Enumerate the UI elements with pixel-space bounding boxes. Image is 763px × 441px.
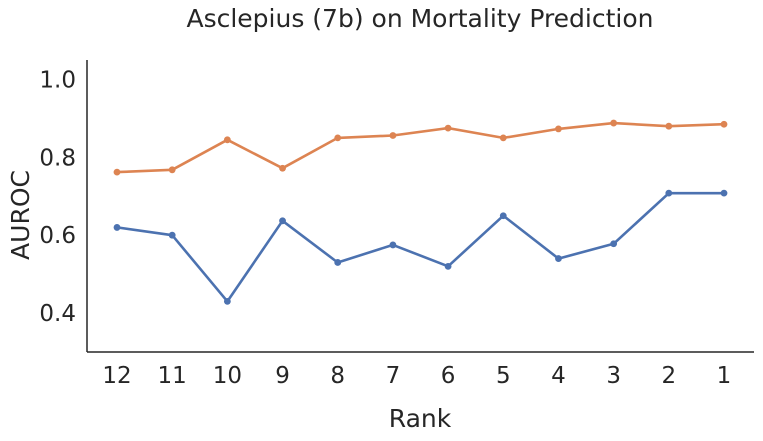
x-tick-label: 2 [661,363,676,389]
data-point [113,224,121,231]
chart-title: Asclepius (7b) on Mortality Prediction [186,4,653,33]
data-point [610,119,618,127]
data-point [223,297,231,305]
data-point [279,164,286,172]
x-tick-label: 7 [386,363,401,389]
x-tick-label: 5 [496,363,511,389]
x-tick-label: 1 [717,363,732,389]
data-point [499,212,507,220]
data-point [389,132,397,139]
data-point [555,125,562,133]
data-point [334,134,342,142]
data-point [168,231,176,239]
y-tick-label: 1.0 [39,67,76,93]
series-line [116,191,724,303]
x-axis-label: Rank [389,404,452,433]
x-tick-label: 6 [441,363,456,389]
data-point [610,240,618,248]
x-tick-label: 3 [606,363,621,389]
data-point [113,168,121,176]
data-point [444,262,452,270]
data-point [665,122,673,130]
data-point [334,259,342,266]
data-point [389,241,397,249]
x-tick-label: 11 [158,363,187,389]
x-tick-label: 8 [330,363,345,389]
y-axis-label: AUROC [6,170,35,260]
x-tick-label: 9 [275,363,290,389]
data-point [720,189,728,197]
series-0 [113,119,728,176]
data-point [720,120,728,128]
data-point [499,134,507,142]
series-1 [113,189,728,305]
x-tick-label: 4 [551,363,566,389]
series-line [116,121,725,174]
data-point [444,124,452,132]
y-tick-label: 0.4 [39,301,76,327]
y-tick-label: 0.8 [39,145,76,171]
x-tick-label: 12 [102,363,131,389]
x-tick-labels: 12 11 10 9 8 7 6 5 4 3 2 1 [102,363,731,389]
data-point [665,189,673,197]
data-point [168,166,176,174]
y-tick-label: 0.6 [39,223,76,249]
data-point [279,217,286,225]
data-point [555,255,562,262]
series-layer [113,119,728,305]
y-tick-labels: 0.4 0.6 0.8 1.0 [39,67,76,327]
x-tick-label: 10 [213,363,242,389]
data-point [223,136,231,144]
